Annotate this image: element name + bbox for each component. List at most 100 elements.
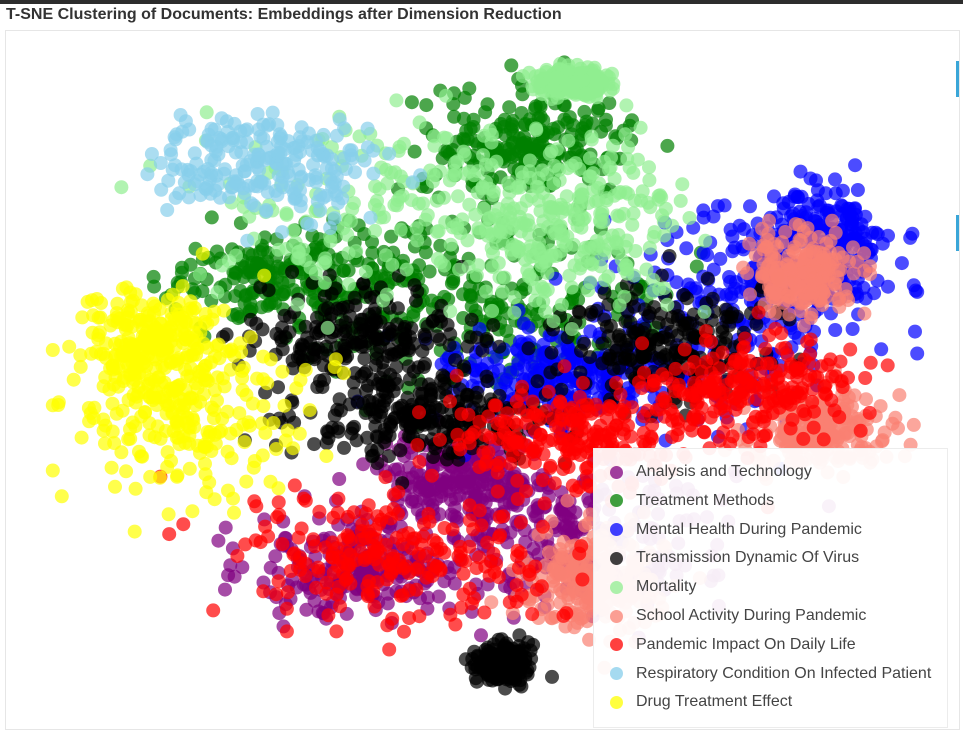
scatter-point — [857, 306, 872, 321]
scatter-point — [623, 315, 638, 330]
scatter-point — [370, 430, 385, 445]
scatter-point — [675, 177, 690, 192]
scatter-point — [270, 259, 285, 274]
scatter-point — [846, 240, 860, 255]
scatter-point — [429, 224, 444, 239]
scatter-point — [514, 106, 529, 120]
scatter-point — [758, 428, 773, 443]
scatter-point — [604, 150, 618, 165]
scatter-point — [775, 235, 790, 250]
scatter-point — [642, 240, 657, 255]
scatter-point — [241, 246, 256, 261]
scatter-point — [583, 324, 598, 339]
scatter-point — [368, 223, 383, 238]
scatter-point — [210, 285, 225, 300]
scatter-point — [530, 74, 545, 89]
scatter-point — [894, 256, 909, 271]
scatter-point — [910, 346, 925, 361]
scatter-point — [388, 165, 403, 180]
scatter-point — [479, 369, 494, 384]
scatter-point — [420, 319, 435, 334]
scatter-point — [479, 334, 494, 348]
scatter-plot[interactable] — [6, 31, 959, 717]
scatter-point — [332, 392, 347, 407]
scatter-point — [218, 582, 232, 597]
scatter-point — [755, 221, 769, 236]
scatter-point — [461, 407, 476, 422]
scatter-point — [385, 257, 400, 272]
scatter-point — [783, 421, 798, 436]
scatter-point — [476, 445, 491, 460]
scatter-point — [850, 183, 865, 197]
scatter-point — [319, 436, 334, 450]
scatter-point — [493, 528, 508, 543]
scatter-point — [492, 455, 507, 470]
scatter-point — [389, 93, 404, 108]
scatter-point — [607, 171, 622, 186]
scatter-point — [602, 96, 617, 110]
scatter-point — [472, 460, 487, 475]
scatter-point — [479, 284, 493, 299]
scatter-point — [539, 403, 554, 418]
scatter-point — [599, 319, 614, 334]
scatter-point — [645, 378, 660, 393]
scatter-point — [422, 514, 437, 529]
scatter-point — [700, 271, 715, 286]
scatter-point — [369, 344, 384, 359]
scatter-point — [183, 257, 198, 272]
scatter-point — [862, 405, 877, 420]
scatter-point — [411, 196, 426, 211]
scatter-point — [402, 583, 417, 598]
scatter-point — [575, 375, 590, 390]
scatter-point — [473, 491, 488, 506]
scatter-point — [725, 229, 740, 244]
scatter-point — [525, 445, 540, 459]
scatter-point — [332, 472, 347, 486]
scatter-point — [382, 326, 396, 341]
scatter-point — [823, 233, 838, 248]
scatter-point — [522, 567, 537, 582]
scatter-point — [426, 168, 441, 183]
scatter-point — [333, 599, 347, 614]
scatter-point — [806, 420, 821, 435]
scatter-point — [397, 624, 411, 639]
scatter-point — [386, 551, 401, 566]
scatter-point — [424, 468, 439, 483]
scatter-point — [612, 209, 627, 224]
scatter-point — [715, 321, 730, 335]
scatter-point — [578, 595, 593, 610]
scatter-point — [492, 339, 507, 354]
scatter-point — [466, 522, 481, 537]
scatter-point — [660, 297, 675, 312]
scatter-point — [326, 510, 341, 525]
scatter-point — [486, 188, 501, 203]
scatter-point — [312, 504, 327, 519]
scatter-point — [697, 304, 712, 319]
scatter-point — [673, 193, 688, 208]
scatter-point — [356, 276, 371, 291]
scatter-point — [279, 601, 294, 616]
scatter-point — [299, 602, 314, 617]
scatter-point — [476, 201, 491, 216]
scatter-point — [306, 532, 321, 547]
scatter-point — [525, 607, 540, 622]
scatter-point — [484, 127, 499, 142]
scatter-point — [529, 179, 544, 194]
scatter-point — [285, 265, 300, 279]
scatter-point — [792, 218, 807, 233]
scatter-point — [218, 520, 233, 535]
scatter-point — [319, 339, 334, 354]
scatter-point — [368, 179, 383, 194]
scatter-point — [387, 462, 402, 477]
scatter-point — [292, 341, 307, 356]
scatter-point — [646, 272, 660, 287]
scatter-point — [341, 277, 356, 292]
scatter-point — [577, 104, 592, 119]
scatter-point — [554, 297, 569, 312]
scatter-point — [858, 209, 873, 224]
scatter-point — [573, 448, 588, 462]
scatter-point — [433, 238, 448, 253]
scatter-point — [305, 228, 320, 243]
scatter-point — [906, 417, 921, 432]
scatter-point — [453, 539, 468, 554]
